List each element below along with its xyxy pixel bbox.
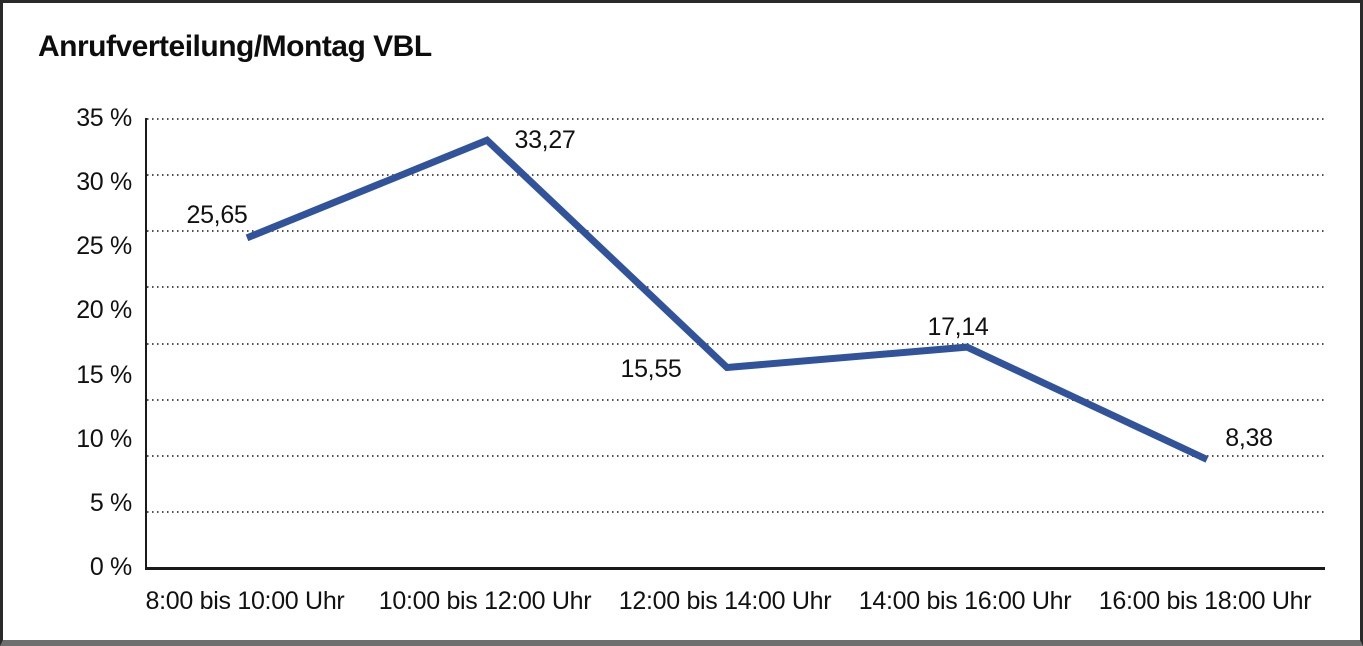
y-axis-tick-label: 20 %: [76, 296, 132, 324]
plot-area: [145, 118, 1325, 570]
series-line-svg: [245, 136, 1209, 463]
y-axis-tick-label: 5 %: [89, 489, 132, 517]
x-axis-category-label: 8:00 bis 10:00 Uhr: [145, 587, 345, 615]
gridline: [147, 286, 1325, 288]
y-axis-tick-label: 30 %: [76, 168, 132, 196]
gridline: [147, 455, 1325, 457]
x-axis-category-label: 14:00 bis 16:00 Uhr: [858, 587, 1072, 615]
chart-title: Anrufverteilung/Montag VBL: [38, 30, 432, 63]
data-point-label: 17,14: [927, 313, 989, 341]
x-axis-category-label: 12:00 bis 14:00 Uhr: [618, 587, 832, 615]
y-axis-tick-label: 35 %: [76, 104, 132, 132]
y-axis-tick-label: 25 %: [76, 232, 132, 260]
y-axis-tick-label: 15 %: [76, 361, 132, 389]
series-line: [245, 136, 1209, 463]
y-axis-tick-label: 0 %: [89, 553, 132, 581]
x-axis-category-label: 16:00 bis 18:00 Uhr: [1098, 587, 1312, 615]
data-point-label: 33,27: [514, 126, 576, 154]
gridline: [147, 511, 1325, 513]
data-point-label: 15,55: [620, 355, 682, 383]
data-point-label: 8,38: [1225, 424, 1273, 452]
y-axis-tick-label: 10 %: [76, 425, 132, 453]
data-point-label: 25,65: [186, 201, 248, 229]
gridline: [147, 174, 1325, 176]
gridline: [147, 343, 1325, 345]
gridline: [147, 399, 1325, 401]
gridline: [147, 230, 1325, 232]
x-axis-category-label: 10:00 bis 12:00 Uhr: [378, 587, 592, 615]
gridline: [147, 118, 1325, 120]
